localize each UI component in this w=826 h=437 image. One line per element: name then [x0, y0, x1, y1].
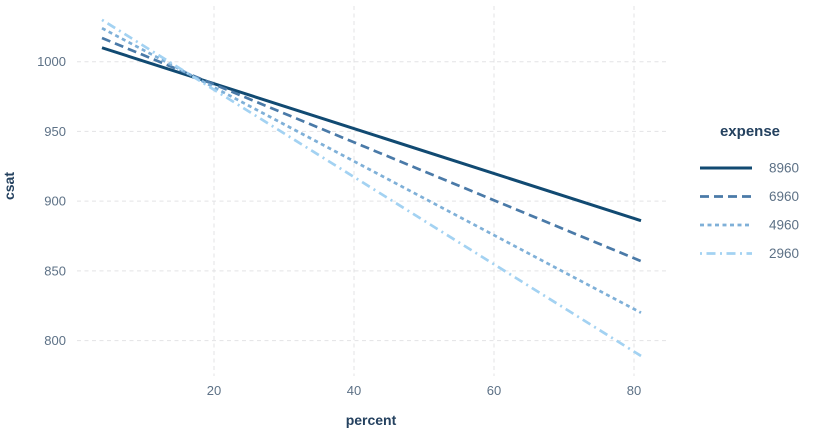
y-tick-label: 950 [44, 124, 66, 139]
x-tick-label: 40 [347, 383, 361, 398]
legend-title: expense [720, 123, 780, 140]
legend-item: 6960 [700, 189, 799, 204]
legend: expense 8960 6960 4960 2960 [700, 123, 799, 261]
legend-item: 8960 [700, 161, 799, 176]
axis-tick-labels: 20 40 60 80 1000 950 900 850 800 [37, 54, 641, 398]
legend-item-label: 2960 [769, 246, 799, 261]
legend-item: 4960 [700, 218, 799, 233]
x-axis-title: percent [346, 412, 397, 428]
x-tick-label: 60 [487, 383, 501, 398]
legend-item-label: 8960 [769, 161, 799, 176]
series-line-2960 [101, 18, 642, 358]
x-tick-label: 20 [207, 383, 221, 398]
series-line-8960 [101, 46, 642, 223]
x-tick-label: 80 [627, 383, 641, 398]
y-tick-label: 1000 [37, 54, 66, 69]
gridlines [77, 6, 668, 376]
y-tick-label: 800 [44, 333, 66, 348]
series-lines [101, 18, 642, 358]
legend-item-label: 6960 [769, 189, 799, 204]
y-tick-label: 900 [44, 194, 66, 209]
y-axis-title: csat [1, 172, 17, 200]
legend-item: 2960 [700, 246, 799, 261]
series-line-4960 [101, 27, 642, 314]
y-tick-label: 850 [44, 263, 66, 278]
legend-item-label: 4960 [769, 218, 799, 233]
